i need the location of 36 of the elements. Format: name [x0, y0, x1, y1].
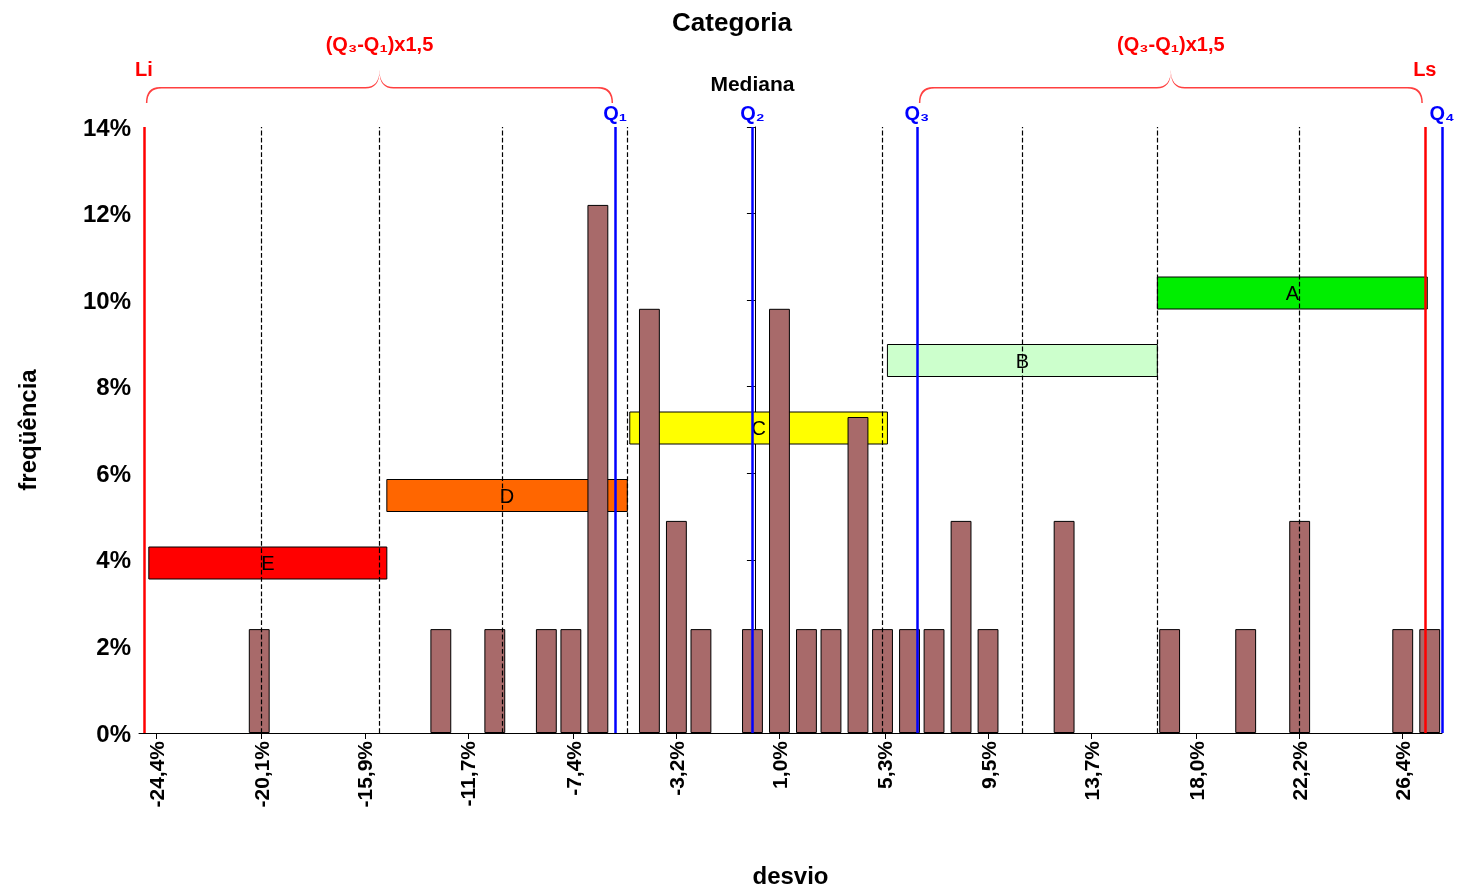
x-axis-title: desvio [752, 861, 829, 889]
ref-line-label: Q₃ [904, 102, 930, 124]
x-tick-label: 26,4% [1391, 740, 1415, 801]
x-tick-label: -11,7% [456, 740, 480, 807]
y-tick-label: 8% [96, 373, 131, 401]
y-axis-title: freqüência [13, 368, 41, 491]
band-label: A [1285, 282, 1300, 304]
x-tick-label: -15,9% [353, 740, 377, 808]
y-tick-label: 10% [82, 286, 131, 314]
x-tick-label: -24,4% [144, 740, 168, 808]
ref-line-label: Q₄ [1429, 102, 1455, 124]
y-tick-label: 0% [96, 719, 131, 747]
chart-title: Categoria [672, 7, 793, 37]
ref-line-label: Li [135, 58, 153, 80]
x-tick-label: -7,4% [561, 740, 585, 796]
text: (Q₃-Q₁)x1,5 [1117, 33, 1225, 55]
x-tick-label: 5,3% [873, 740, 897, 789]
y-tick-label: 14% [82, 113, 131, 141]
y-tick-label: 2% [96, 632, 131, 660]
band-label: E [261, 552, 275, 574]
y-tick-label: 4% [96, 546, 131, 574]
x-tick-label: 18,0% [1185, 740, 1209, 801]
y-tick-label: 6% [96, 459, 131, 487]
text: (Q₃-Q₁)x1,5 [325, 33, 434, 55]
x-tick-label: -20,1% [250, 740, 274, 808]
ref-line-label: Q₁ [603, 102, 627, 124]
x-tick-label: 22,2% [1288, 740, 1312, 801]
ref-line-label: Ls [1413, 58, 1437, 80]
ref-line-label: Q₂ [740, 102, 765, 124]
text: Mediana [710, 71, 795, 95]
x-tick-label: 13,7% [1079, 740, 1103, 801]
y-tick-label: 12% [82, 200, 131, 228]
x-tick-label: -3,2% [664, 740, 688, 796]
x-tick-label: 9,5% [976, 740, 1000, 789]
x-tick-label: 1,0% [767, 740, 791, 789]
band-label: B [1015, 349, 1030, 372]
